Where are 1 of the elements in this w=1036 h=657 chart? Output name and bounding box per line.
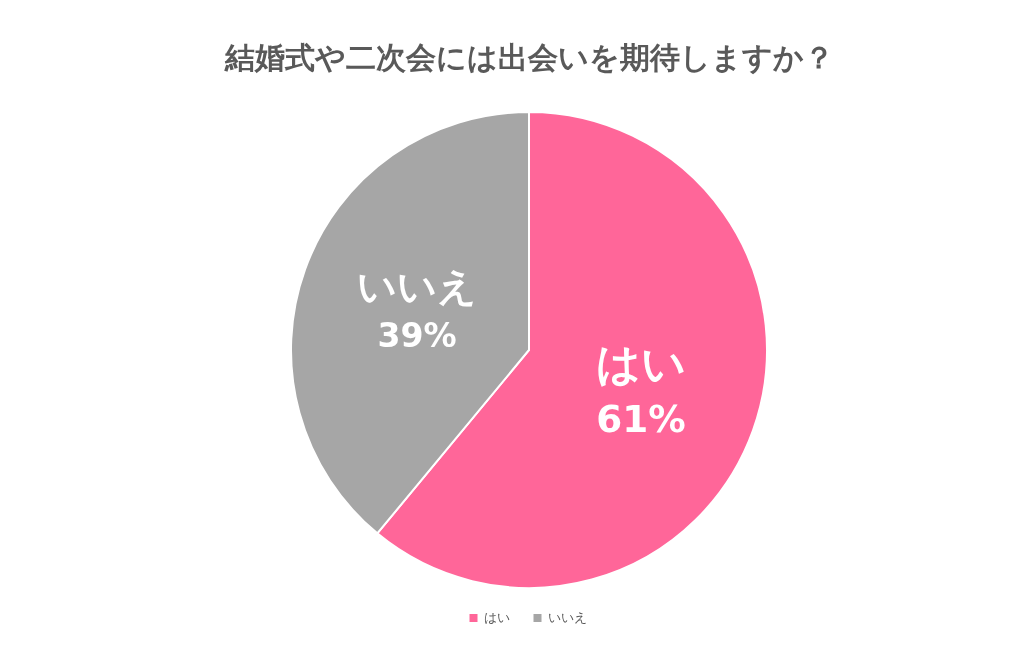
title: 結婚式や二次会には出会いを期待しますか？	[224, 40, 834, 75]
